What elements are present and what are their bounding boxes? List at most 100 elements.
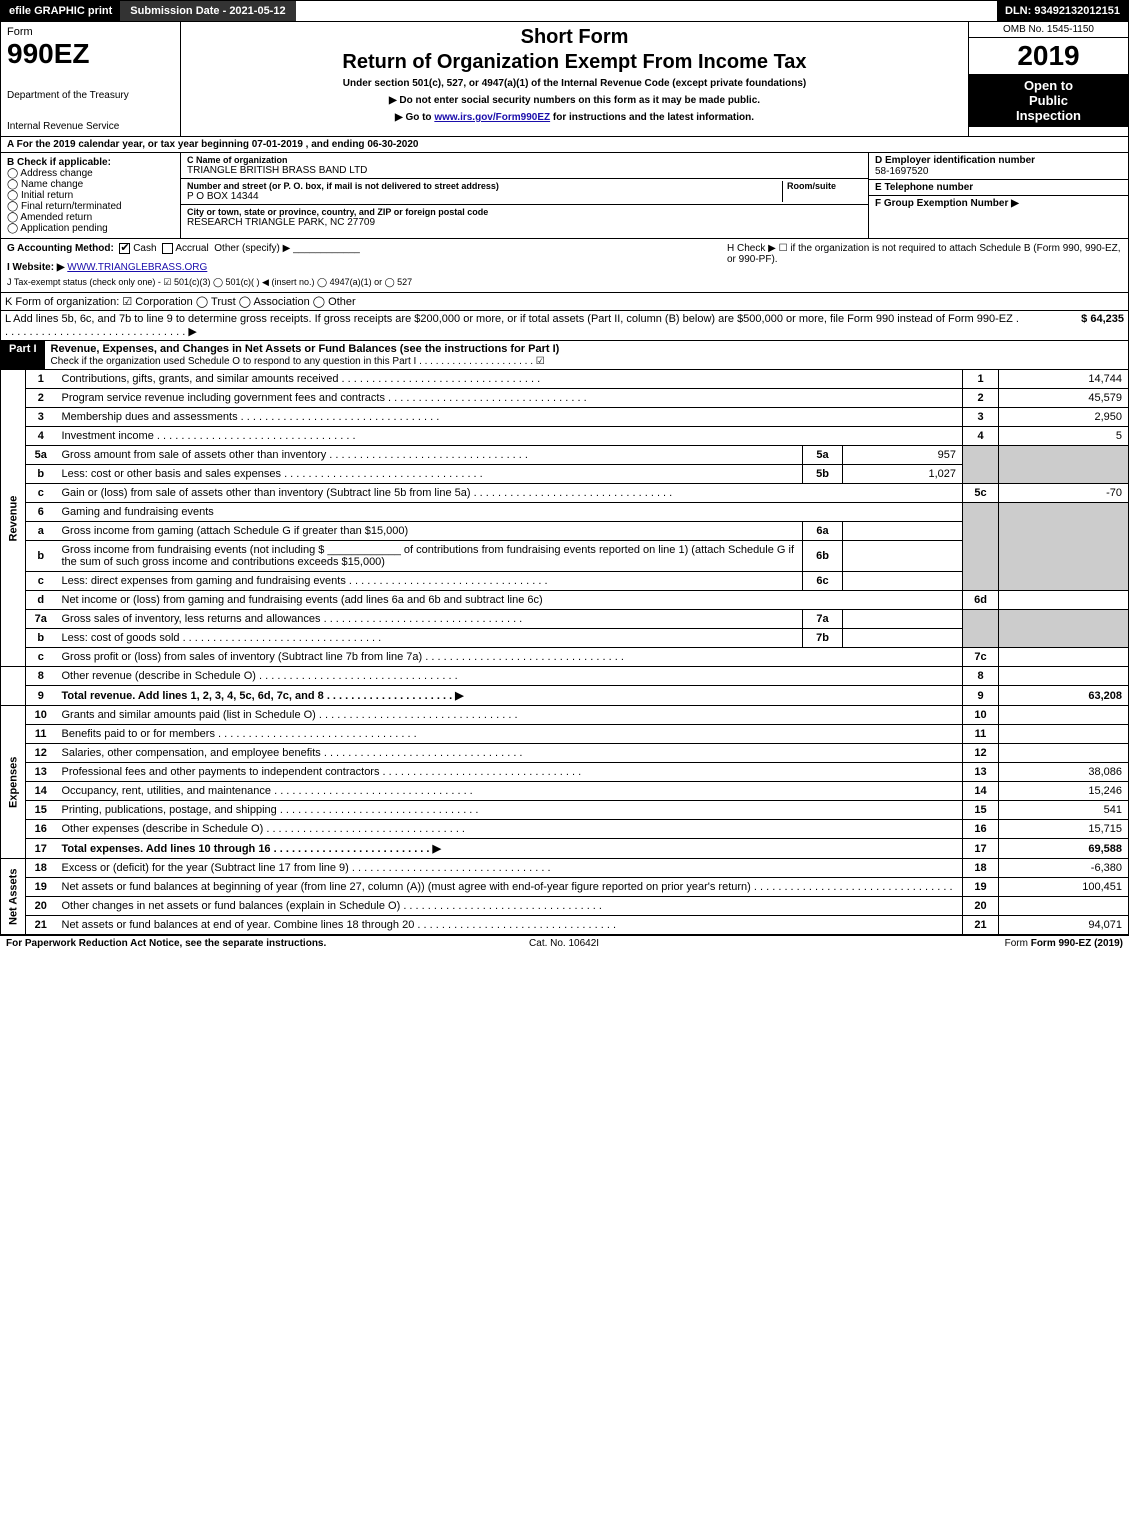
rnum-17: 17 — [963, 839, 999, 859]
rnum-5c: 5c — [963, 484, 999, 503]
rnum-21: 21 — [963, 916, 999, 935]
lnum-2: 2 — [26, 389, 56, 408]
rnum-15: 15 — [963, 801, 999, 820]
website-link[interactable]: WWW.TRIANGLEBRASS.ORG — [67, 262, 207, 273]
g-cash: Cash — [133, 243, 156, 254]
instr-post: for instructions and the latest informat… — [550, 112, 754, 123]
submission-date-label: Submission Date - 2021-05-12 — [120, 1, 295, 21]
ldesc-3: Membership dues and assessments — [56, 408, 963, 427]
c-room-label: Room/suite — [787, 181, 862, 191]
lnum-6a: a — [26, 522, 56, 541]
chk-final-return[interactable]: ◯ Final return/terminated — [7, 201, 174, 212]
box-c: C Name of organization TRIANGLE BRITISH … — [181, 153, 868, 238]
org-city: RESEARCH TRIANGLE PARK, NC 27709 — [187, 217, 862, 228]
rval-3: 2,950 — [999, 408, 1129, 427]
opt-name-change: Name change — [21, 179, 83, 190]
rval-20 — [999, 897, 1129, 916]
rnum-6d: 6d — [963, 591, 999, 610]
h-check: H Check ▶ ☐ if the organization is not r… — [721, 239, 1128, 292]
footer-right: Form Form 990-EZ (2019) — [1005, 938, 1123, 949]
ldesc-9: Total revenue. Add lines 1, 2, 3, 4, 5c,… — [56, 686, 963, 706]
subval-6c — [843, 572, 963, 591]
rnum-7c: 7c — [963, 648, 999, 667]
d-ein-value: 58-1697520 — [875, 166, 1122, 177]
top-bar: efile GRAPHIC print Submission Date - 20… — [0, 0, 1129, 22]
part1-header: Part I Revenue, Expenses, and Changes in… — [0, 341, 1129, 370]
chk-accrual[interactable] — [162, 243, 173, 254]
chk-amended-return[interactable]: ◯ Amended return — [7, 212, 174, 223]
ldesc-10: Grants and similar amounts paid (list in… — [56, 706, 963, 725]
rnum-3: 3 — [963, 408, 999, 427]
shade-7ab — [963, 610, 999, 648]
ldesc-6: Gaming and fundraising events — [56, 503, 963, 522]
rval-11 — [999, 725, 1129, 744]
chk-name-change[interactable]: ◯ Name change — [7, 179, 174, 190]
box-b: B Check if applicable: ◯ Address change … — [1, 153, 181, 238]
ldesc-6a: Gross income from gaming (attach Schedul… — [56, 522, 803, 541]
lnum-13: 13 — [26, 763, 56, 782]
ldesc-5a: Gross amount from sale of assets other t… — [56, 446, 803, 465]
form-word: Form — [7, 26, 174, 38]
rnum-19: 19 — [963, 878, 999, 897]
rval-19: 100,451 — [999, 878, 1129, 897]
part1-title-text: Revenue, Expenses, and Changes in Net As… — [51, 343, 560, 355]
inspect-line1: Open to — [1024, 78, 1073, 93]
footer-mid: Cat. No. 10642I — [529, 938, 599, 949]
lnum-17: 17 — [26, 839, 56, 859]
rval-9: 63,208 — [999, 686, 1129, 706]
lnum-18: 18 — [26, 859, 56, 878]
rval-14: 15,246 — [999, 782, 1129, 801]
ldesc-14: Occupancy, rent, utilities, and maintena… — [56, 782, 963, 801]
inspect-line2: Public — [1029, 93, 1068, 108]
row-k: K Form of organization: ☑ Corporation ◯ … — [0, 293, 1129, 311]
chk-cash[interactable] — [119, 243, 130, 254]
subval-6a — [843, 522, 963, 541]
rnum-11: 11 — [963, 725, 999, 744]
chk-initial-return[interactable]: ◯ Initial return — [7, 190, 174, 201]
sub-6a: 6a — [803, 522, 843, 541]
lnum-16: 16 — [26, 820, 56, 839]
i-website-row: I Website: ▶ WWW.TRIANGLEBRASS.ORG — [7, 262, 715, 273]
rnum-1: 1 — [963, 370, 999, 389]
rval-7c — [999, 648, 1129, 667]
ldesc-6d: Net income or (loss) from gaming and fun… — [56, 591, 963, 610]
rval-6d — [999, 591, 1129, 610]
sub-5a: 5a — [803, 446, 843, 465]
inspect-line3: Inspection — [1016, 108, 1081, 123]
chk-address-change[interactable]: ◯ Address change — [7, 168, 174, 179]
public-inspection: Open to Public Inspection — [969, 74, 1128, 127]
lnum-20: 20 — [26, 897, 56, 916]
ldesc-20: Other changes in net assets or fund bala… — [56, 897, 963, 916]
g-accrual: Accrual — [175, 243, 208, 254]
lnum-9: 9 — [26, 686, 56, 706]
c-name-label: C Name of organization — [187, 155, 862, 165]
box-d-e-f: D Employer identification number 58-1697… — [868, 153, 1128, 238]
lnum-6c: c — [26, 572, 56, 591]
lnum-6d: d — [26, 591, 56, 610]
lnum-5b: b — [26, 465, 56, 484]
f-group-label: F Group Exemption Number ▶ — [875, 198, 1122, 209]
box-b-title: B Check if applicable: — [7, 157, 174, 168]
section-revenue-label: Revenue — [1, 370, 26, 667]
ldesc-7c: Gross profit or (loss) from sales of inv… — [56, 648, 963, 667]
lnum-10: 10 — [26, 706, 56, 725]
section-expenses-label: Expenses — [1, 706, 26, 859]
sub-6b: 6b — [803, 541, 843, 572]
opt-final-return: Final return/terminated — [21, 201, 122, 212]
lnum-11: 11 — [26, 725, 56, 744]
block-b-c-d-e-f: B Check if applicable: ◯ Address change … — [0, 153, 1129, 239]
lnum-3: 3 — [26, 408, 56, 427]
ldesc-7a: Gross sales of inventory, less returns a… — [56, 610, 803, 629]
irs-link[interactable]: www.irs.gov/Form990EZ — [434, 112, 550, 123]
lnum-15: 15 — [26, 801, 56, 820]
rnum-16: 16 — [963, 820, 999, 839]
chk-application-pending[interactable]: ◯ Application pending — [7, 223, 174, 234]
row-g-h: G Accounting Method: Cash Accrual Other … — [0, 239, 1129, 293]
rval-18: -6,380 — [999, 859, 1129, 878]
omb-number: OMB No. 1545-1150 — [969, 22, 1128, 38]
ldesc-16: Other expenses (describe in Schedule O) — [56, 820, 963, 839]
i-label: I Website: ▶ — [7, 262, 65, 273]
ldesc-2: Program service revenue including govern… — [56, 389, 963, 408]
lnum-6b: b — [26, 541, 56, 572]
section-netassets-label: Net Assets — [1, 859, 26, 935]
